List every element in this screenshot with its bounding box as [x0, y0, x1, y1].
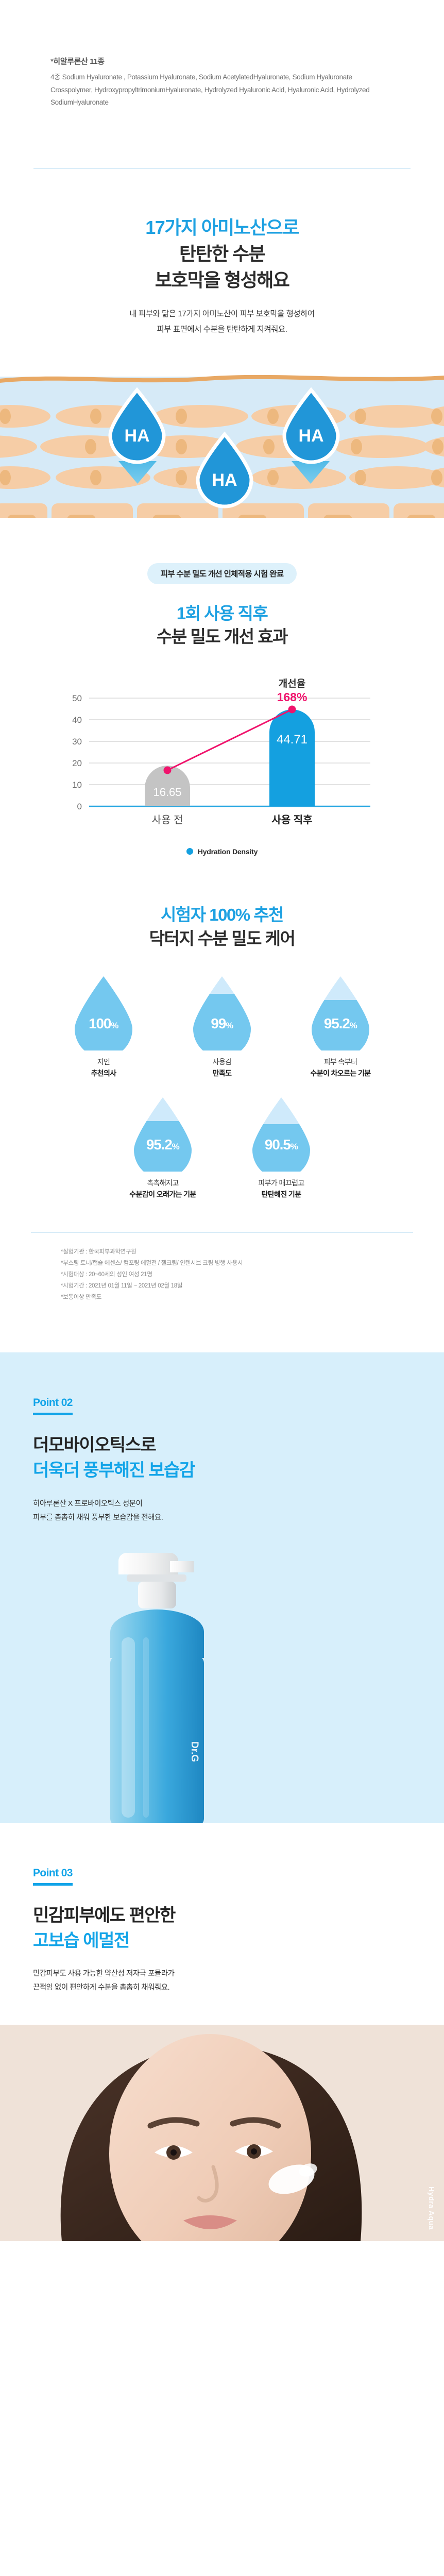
- survey-item: 99% 사용감 만족도: [172, 973, 272, 1079]
- survey-caption-top: 촉촉해지고: [147, 1179, 179, 1188]
- survey-caption-top: 피부가 매끄럽고: [258, 1179, 304, 1188]
- model-photo: Hydra Aqua: [0, 2025, 444, 2242]
- point-03-desc-line2: 끈적임 없이 편안하게 수분을 촘촘히 채워줘요.: [33, 1984, 170, 1992]
- amino-headline-line2: 탄탄한 수분: [179, 243, 266, 264]
- point-02-description: 히아루론산 X 프로바이오틱스 성분이 피부를 촘촘히 채워 풍부한 보습감을 …: [33, 1497, 444, 1525]
- point-03-tag: Point 03: [33, 1867, 73, 1886]
- droplet-gauge-icon: 99%: [188, 973, 256, 1050]
- point-03-section: Point 03 민감피부에도 편안한 고보습 에멀전 민감피부도 사용 가능한…: [0, 1822, 444, 1995]
- point-02-copy: Point 02 더모바이오틱스로 더욱더 풍부해진 보습감 히아루론산 X 프…: [0, 1352, 444, 1525]
- svg-text:16.65: 16.65: [153, 786, 181, 799]
- svg-text:사용 직후: 사용 직후: [271, 814, 312, 826]
- svg-text:HA: HA: [124, 426, 149, 446]
- amino-subtext-line1: 내 피부와 닮은 17가지 아미노산이 피부 보호막을 형성하여: [129, 310, 315, 319]
- survey-caption: 지인 추천의사: [91, 1057, 116, 1079]
- footnote-line: *시험대상 : 20~60세의 성인 여성 21명: [61, 1271, 152, 1278]
- footnotes-divider: [31, 1232, 413, 1233]
- svg-text:사용 전: 사용 전: [152, 814, 183, 826]
- ingredients-title: *히알루론산 11종: [50, 57, 105, 66]
- survey-item: 90.5% 피부가 매끄럽고 탄탄해진 기분: [231, 1094, 332, 1200]
- legend-label: Hydration Density: [197, 847, 258, 856]
- clinical-chart-section: 피부 수분 밀도 개선 인체적용 시험 완료 1회 사용 직후 수분 밀도 개선…: [0, 518, 444, 856]
- point-03-description: 민감피부도 사용 가능한 약산성 저자극 포뮬라가 끈적임 없이 편안하게 수분…: [33, 1967, 444, 1995]
- point-03-heading-dark: 민감피부에도 편안한: [33, 1905, 176, 1925]
- svg-text:40: 40: [72, 715, 82, 725]
- point-02-desc-line1: 히아루론산 X 프로바이오틱스 성분이: [33, 1499, 143, 1508]
- survey-caption: 피부가 매끄럽고 탄탄해진 기분: [258, 1178, 304, 1200]
- point-02-heading: 더모바이오틱스로 더욱더 풍부해진 보습감: [33, 1433, 444, 1484]
- footnote-line: *실험기관 : 한국피부과학연구원: [61, 1248, 136, 1255]
- footnotes-block: *실험기관 : 한국피부과학연구원 *부스팅 토너/캡슐 에센스/ 컴포팅 에멀…: [0, 1233, 444, 1303]
- point-02-heading-dark: 더모바이오틱스로: [33, 1435, 157, 1455]
- survey-caption-bottom: 추천의사: [91, 1069, 116, 1077]
- droplet-gauge-icon: 90.5%: [247, 1094, 315, 1172]
- survey-section: 시험자 100% 추천 닥터지 수분 밀도 케어 100% 지인 추천의사: [0, 856, 444, 1200]
- svg-text:20: 20: [72, 758, 82, 768]
- droplet-gauge-icon: 95.2%: [129, 1094, 197, 1172]
- svg-text:Dr.G: Dr.G: [189, 1741, 200, 1762]
- survey-caption-top: 지인: [97, 1057, 110, 1066]
- amino-subtext: 내 피부와 닮은 17가지 아미노산이 피부 보호막을 형성하여 피부 표면에서…: [0, 307, 444, 337]
- droplet-gauge-icon: 100%: [70, 973, 138, 1050]
- footnote-line: *시험기간 : 2021년 01월 11일 ~ 2021년 02월 18일: [61, 1282, 183, 1289]
- svg-text:168%: 168%: [277, 690, 308, 704]
- point-03-heading: 민감피부에도 편안한 고보습 에멀전: [33, 1903, 444, 1954]
- svg-text:0: 0: [77, 802, 82, 811]
- survey-droplet-row-2: 95.2% 촉촉해지고 수분감이 오래가는 기분 90.5%: [0, 1094, 444, 1200]
- point-02-heading-blue: 더욱더 풍부해진 보습감: [33, 1461, 195, 1481]
- product-detail-page: *히알루론산 11종 4종 Sodium Hyaluronate , Potas…: [0, 0, 444, 2242]
- svg-text:44.71: 44.71: [277, 733, 308, 747]
- amino-heading-block: 17가지 아미노산으로 탄탄한 수분 보호막을 형성해요: [0, 169, 444, 293]
- ingredients-section: *히알루론산 11종 4종 Sodium Hyaluronate , Potas…: [0, 0, 444, 109]
- survey-caption: 사용감 만족도: [213, 1057, 232, 1079]
- chart-heading-line1: 1회 사용 직후: [176, 603, 268, 623]
- footnote-line: *부스팅 토너/캡슐 에센스/ 컴포팅 에멀전 / 젤크림/ 인텐시브 크림 병…: [61, 1260, 243, 1266]
- point-03-heading-blue: 고보습 에멀전: [33, 1930, 130, 1951]
- amino-headline-line3: 보호막을 형성해요: [155, 269, 290, 291]
- survey-caption-bottom: 탄탄해진 기분: [261, 1190, 302, 1199]
- survey-item: 95.2% 촉촉해지고 수분감이 오래가는 기분: [112, 1094, 213, 1200]
- survey-caption-bottom: 수분이 차오르는 기분: [310, 1069, 371, 1077]
- divider-top: [33, 168, 411, 169]
- droplet-gauge-icon: 95.2%: [306, 973, 374, 1050]
- survey-caption: 피부 속부터 수분이 차오르는 기분: [310, 1057, 371, 1079]
- svg-text:개선율: 개선율: [279, 678, 305, 689]
- svg-text:30: 30: [72, 737, 82, 747]
- chart-heading-line2: 수분 밀도 개선 효과: [157, 627, 288, 647]
- footnote-line: *보통이상 만족도: [61, 1294, 102, 1301]
- amino-headline-line1: 17가지 아미노산으로: [145, 216, 299, 238]
- product-bottle-image: Dr.G: [0, 1534, 444, 1823]
- svg-text:10: 10: [72, 780, 82, 790]
- chart-legend: Hydration Density: [0, 848, 444, 856]
- legend-color-swatch-icon: [186, 848, 193, 855]
- svg-text:50: 50: [72, 693, 82, 703]
- point-02-desc-line2: 피부를 촘촘히 채워 풍부한 보습감을 전해요.: [33, 1513, 163, 1522]
- survey-caption-bottom: 만족도: [212, 1069, 232, 1077]
- survey-caption: 촉촉해지고 수분감이 오래가는 기분: [129, 1178, 196, 1200]
- hydration-density-chart: 50 40 30 20 10 0 16.65 44.71 개선율: [57, 666, 387, 836]
- survey-item: 100% 지인 추천의사: [53, 973, 154, 1079]
- chart-heading: 1회 사용 직후 수분 밀도 개선 효과: [0, 602, 444, 649]
- svg-text:HA: HA: [298, 426, 323, 446]
- survey-heading-blue: 시험자 100% 추천: [160, 905, 284, 924]
- survey-droplet-row-1: 100% 지인 추천의사 99% 사용감: [0, 973, 444, 1079]
- survey-heading-dark: 닥터지 수분 밀도 케어: [149, 928, 296, 948]
- vertical-product-tag: Hydra Aqua: [428, 2187, 436, 2230]
- survey-item: 95.2% 피부 속부터 수분이 차오르는 기분: [290, 973, 391, 1079]
- amino-subtext-line2: 피부 표면에서 수분을 탄탄하게 지켜줘요.: [157, 325, 287, 334]
- svg-text:HA: HA: [212, 470, 237, 490]
- point-03-desc-line1: 민감피부도 사용 가능한 약산성 저자극 포뮬라가: [33, 1970, 175, 1978]
- clinical-badge: 피부 수분 밀도 개선 인체적용 시험 완료: [147, 563, 297, 584]
- survey-caption-top: 사용감: [212, 1057, 232, 1066]
- point-02-section: Point 02 더모바이오틱스로 더욱더 풍부해진 보습감 히아루론산 X 프…: [0, 1352, 444, 1823]
- ingredients-body: 4종 Sodium Hyaluronate , Potassium Hyalur…: [50, 73, 370, 107]
- skin-diagram: HA HA HA: [0, 368, 444, 518]
- point-02-tag: Point 02: [33, 1397, 73, 1416]
- survey-caption-bottom: 수분감이 오래가는 기분: [129, 1190, 196, 1199]
- survey-caption-top: 피부 속부터: [323, 1057, 357, 1066]
